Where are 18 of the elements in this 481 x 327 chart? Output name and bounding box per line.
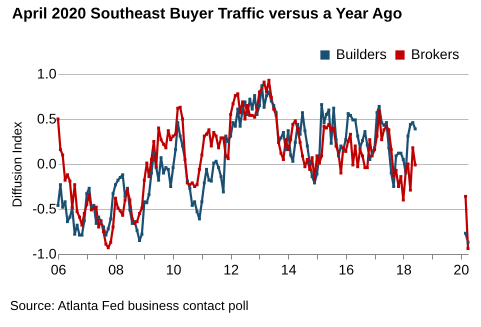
x-tick-label: 08	[108, 262, 124, 278]
legend-label: Brokers	[411, 46, 460, 62]
legend-label: Builders	[336, 46, 387, 62]
x-tick-label: 12	[223, 262, 240, 278]
x-tick-label: 10	[166, 262, 182, 278]
x-tick-label: 18	[396, 262, 412, 278]
y-tick-label: 0.5	[37, 110, 57, 126]
y-tick-label: 1.0	[37, 66, 57, 82]
x-tick-label: 14	[280, 262, 297, 278]
chart-title: April 2020 Southeast Buyer Traffic versus a Year Ago	[12, 6, 402, 22]
x-tick-label: 16	[338, 262, 354, 278]
source-note: Source: Atlanta Fed business contact poll	[10, 298, 248, 313]
y-tick-label: -1.0	[32, 246, 57, 262]
x-tick-label: 06	[50, 262, 66, 278]
y-axis-title: Diffusion Index	[9, 121, 24, 208]
y-tick-label: -0.5	[32, 200, 57, 216]
x-tick-label: 20	[454, 262, 470, 278]
y-tick-label: 0.0	[37, 156, 57, 172]
